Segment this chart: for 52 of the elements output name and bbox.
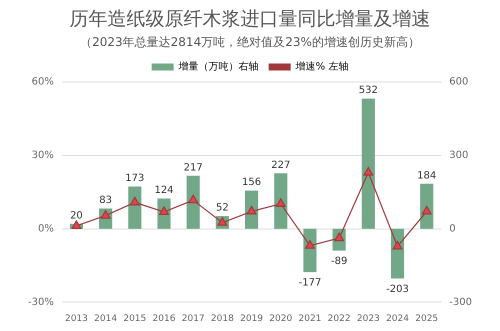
x-tick-label: 2020 [269, 314, 292, 324]
data-label: -89 [330, 256, 348, 268]
data-label: 217 [184, 162, 203, 174]
data-label: 124 [154, 185, 174, 196]
data-label: -177 [298, 278, 322, 289]
data-label: -203 [386, 284, 409, 296]
point [188, 194, 198, 204]
y2-tick-label: 0 [449, 223, 456, 234]
x-tick-label: 2019 [240, 314, 264, 324]
point [392, 240, 402, 250]
x-tick-label: 2025 [415, 314, 438, 324]
y2-tick-label: -300 [449, 296, 472, 308]
legend-label: 增量（万吨）右轴 [178, 60, 259, 73]
bar [274, 173, 288, 229]
data-label: 156 [242, 177, 262, 188]
data-label: 173 [125, 173, 144, 184]
y2-tick-label: 300 [449, 150, 468, 161]
bar [362, 98, 375, 229]
point [305, 240, 315, 249]
bar [128, 186, 142, 229]
bar [186, 176, 200, 229]
data-label: 83 [99, 195, 112, 206]
x-tick-label: 2015 [123, 314, 146, 324]
x-tick-label: 2018 [210, 314, 234, 324]
x-tick-label: 2016 [152, 314, 176, 324]
x-tick-label: 2023 [356, 314, 380, 324]
x-tick-label: 2024 [386, 314, 410, 324]
data-label: 227 [271, 160, 290, 171]
x-tick-label: 2017 [182, 314, 205, 324]
y-tick-label: 60% [32, 76, 54, 88]
data-label: 532 [358, 85, 378, 96]
data-label: 184 [417, 170, 436, 182]
y-tick-label: -30% [28, 296, 54, 308]
x-tick-label: 2022 [328, 314, 351, 324]
chart-title: 历年造纸级原纤木浆进口量同比增量及增速 [68, 7, 432, 32]
y-tick-label: 0% [38, 223, 54, 234]
bar [420, 184, 434, 229]
x-tick-label: 2013 [64, 314, 88, 324]
point [130, 196, 140, 206]
point [363, 166, 374, 176]
data-label: 52 [216, 202, 229, 214]
data-label: 20 [70, 210, 83, 222]
point [217, 217, 228, 226]
y-tick-label: 30% [32, 150, 54, 161]
point [422, 206, 432, 215]
point [72, 220, 82, 229]
x-tick-label: 2014 [94, 314, 118, 324]
x-tick-label: 2021 [298, 314, 322, 324]
legend-label: 增速% 左轴 [294, 60, 348, 73]
y2-tick-label: 600 [449, 76, 468, 88]
point [276, 198, 286, 207]
chart-subtitle: （2023年总量达2814万吨，绝对值及23%的增速创历史新高） [79, 34, 421, 51]
